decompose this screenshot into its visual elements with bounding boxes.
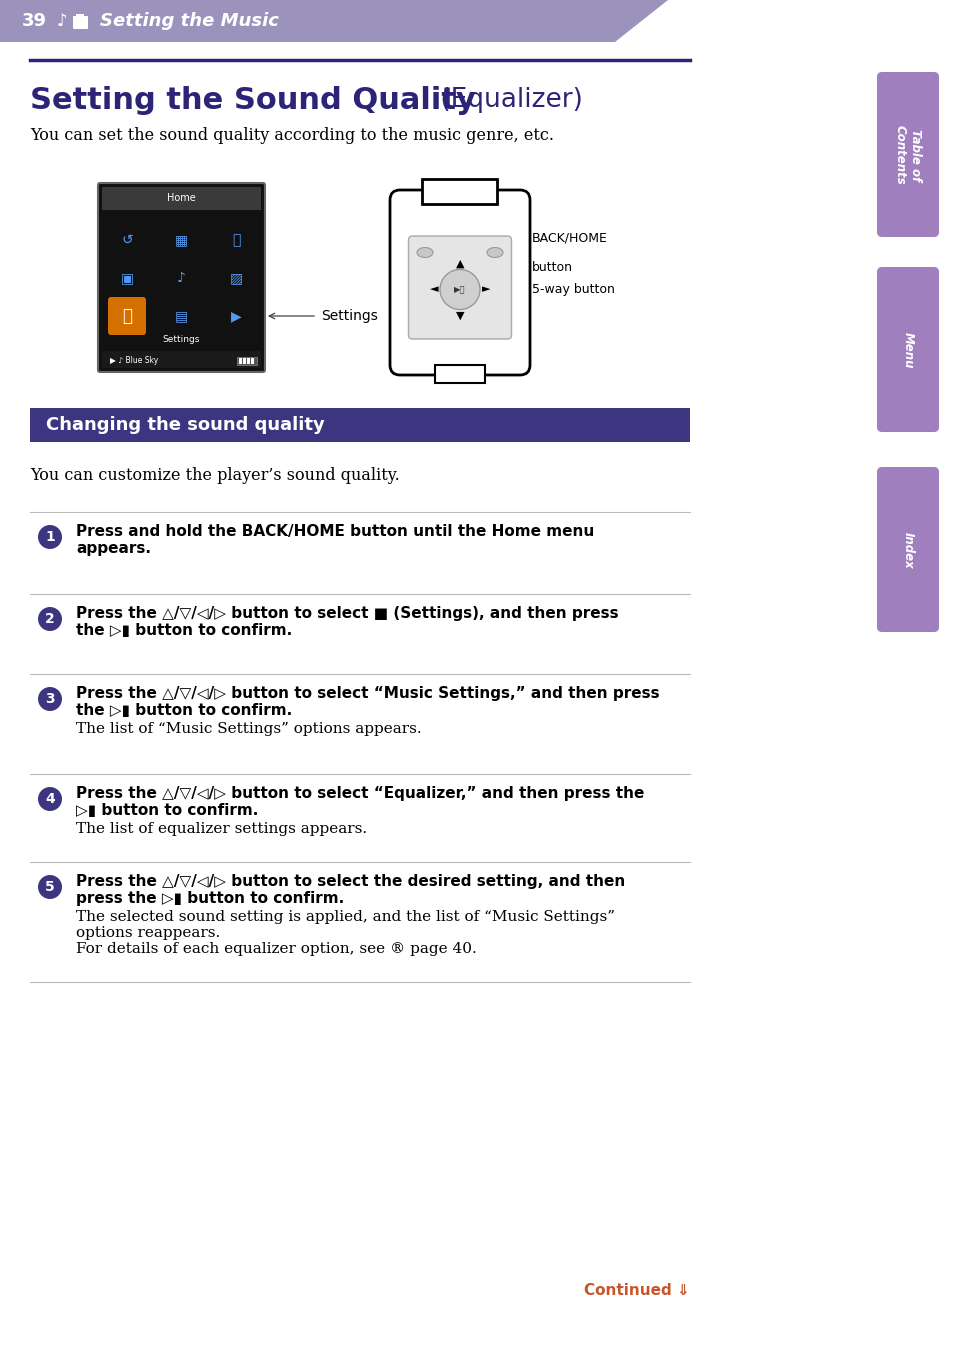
Bar: [0, 0, 953, 42]
Circle shape: [38, 786, 62, 811]
FancyBboxPatch shape: [73, 16, 88, 29]
Text: (Equalizer): (Equalizer): [432, 88, 582, 112]
Circle shape: [38, 686, 62, 711]
Text: Setting the Music: Setting the Music: [100, 12, 278, 30]
Text: press the ▷▮ button to confirm.: press the ▷▮ button to confirm.: [76, 890, 344, 906]
Circle shape: [38, 525, 62, 549]
Text: Press the △/▽/◁/▷ button to select the desired setting, and then: Press the △/▽/◁/▷ button to select the d…: [76, 874, 624, 889]
Text: ⎕: ⎕: [122, 307, 132, 325]
Bar: [251, 358, 253, 364]
Text: 5: 5: [45, 880, 55, 895]
FancyBboxPatch shape: [408, 236, 511, 338]
FancyBboxPatch shape: [876, 73, 938, 237]
Bar: [102, 186, 261, 210]
Text: ▨: ▨: [230, 271, 242, 285]
FancyBboxPatch shape: [390, 190, 530, 375]
Text: 5-way button: 5-way button: [532, 284, 615, 296]
Text: options reappears.: options reappears.: [76, 926, 220, 940]
Bar: [102, 351, 261, 369]
Text: ▶ ♪ Blue Sky: ▶ ♪ Blue Sky: [110, 355, 158, 364]
FancyBboxPatch shape: [108, 297, 146, 336]
Text: the ▷▮ button to confirm.: the ▷▮ button to confirm.: [76, 623, 292, 638]
Text: 3: 3: [45, 692, 54, 706]
Bar: [247, 358, 250, 364]
Text: The selected sound setting is applied, and the list of “Music Settings”: The selected sound setting is applied, a…: [76, 910, 615, 923]
Text: ▶: ▶: [231, 310, 241, 323]
Text: The list of equalizer settings appears.: The list of equalizer settings appears.: [76, 822, 367, 836]
Text: button: button: [532, 260, 573, 274]
FancyBboxPatch shape: [876, 267, 938, 432]
Text: ♪: ♪: [176, 271, 185, 285]
Text: Index: Index: [901, 532, 914, 569]
Text: Home: Home: [167, 193, 195, 203]
Text: ↺: ↺: [121, 233, 132, 247]
Text: You can customize the player’s sound quality.: You can customize the player’s sound qua…: [30, 467, 399, 484]
Text: ▶⏸: ▶⏸: [454, 285, 465, 295]
Text: Press the △/▽/◁/▷ button to select ■ (Settings), and then press: Press the △/▽/◁/▷ button to select ■ (Se…: [76, 606, 618, 621]
Text: BACK/HOME: BACK/HOME: [532, 232, 607, 244]
Text: Press the △/▽/◁/▷ button to select “Music Settings,” and then press: Press the △/▽/◁/▷ button to select “Musi…: [76, 686, 659, 701]
Text: appears.: appears.: [76, 541, 151, 556]
Ellipse shape: [416, 248, 433, 258]
Text: You can set the sound quality according to the music genre, etc.: You can set the sound quality according …: [30, 126, 554, 144]
Text: ♪: ♪: [56, 12, 68, 30]
Text: ⦿: ⦿: [232, 233, 240, 247]
Bar: [236, 358, 256, 364]
Bar: [30, 408, 689, 443]
Bar: [239, 358, 242, 364]
Circle shape: [38, 607, 62, 632]
Bar: [243, 358, 246, 364]
Text: Table of
Contents: Table of Contents: [893, 125, 921, 185]
Text: Press the △/▽/◁/▷ button to select “Equalizer,” and then press the: Press the △/▽/◁/▷ button to select “Equa…: [76, 786, 643, 801]
Text: 1: 1: [45, 530, 55, 544]
Text: ▼: ▼: [456, 311, 464, 321]
Text: The list of “Music Settings” options appears.: The list of “Music Settings” options app…: [76, 722, 421, 736]
FancyBboxPatch shape: [98, 184, 265, 373]
Text: ▣: ▣: [120, 271, 133, 285]
FancyBboxPatch shape: [76, 14, 84, 18]
PathPatch shape: [0, 0, 667, 42]
FancyBboxPatch shape: [422, 179, 497, 204]
Text: Press and hold the BACK/HOME button until the Home menu: Press and hold the BACK/HOME button unti…: [76, 523, 594, 538]
Text: 39: 39: [22, 12, 47, 30]
Text: Settings: Settings: [163, 334, 200, 344]
Text: ▷▮ button to confirm.: ▷▮ button to confirm.: [76, 803, 258, 818]
Circle shape: [38, 875, 62, 899]
Text: Setting the Sound Quality: Setting the Sound Quality: [30, 85, 476, 115]
FancyBboxPatch shape: [435, 364, 484, 384]
Text: Settings: Settings: [320, 310, 377, 323]
Text: ◄: ◄: [429, 285, 437, 295]
FancyBboxPatch shape: [876, 467, 938, 632]
Text: 4: 4: [45, 792, 55, 806]
Text: 2: 2: [45, 612, 55, 626]
Text: ▤: ▤: [174, 310, 188, 323]
Text: Continued ⇓: Continued ⇓: [583, 1282, 689, 1297]
Ellipse shape: [486, 248, 502, 258]
Text: the ▷▮ button to confirm.: the ▷▮ button to confirm.: [76, 703, 292, 718]
Text: Changing the sound quality: Changing the sound quality: [46, 416, 324, 434]
Text: For details of each equalizer option, see ® page 40.: For details of each equalizer option, se…: [76, 943, 476, 956]
Text: Menu: Menu: [901, 332, 914, 369]
Text: ▦: ▦: [174, 233, 188, 247]
Bar: [424, 195, 495, 203]
Text: ►: ►: [481, 285, 490, 295]
Text: ▲: ▲: [456, 259, 464, 269]
Circle shape: [439, 270, 479, 310]
